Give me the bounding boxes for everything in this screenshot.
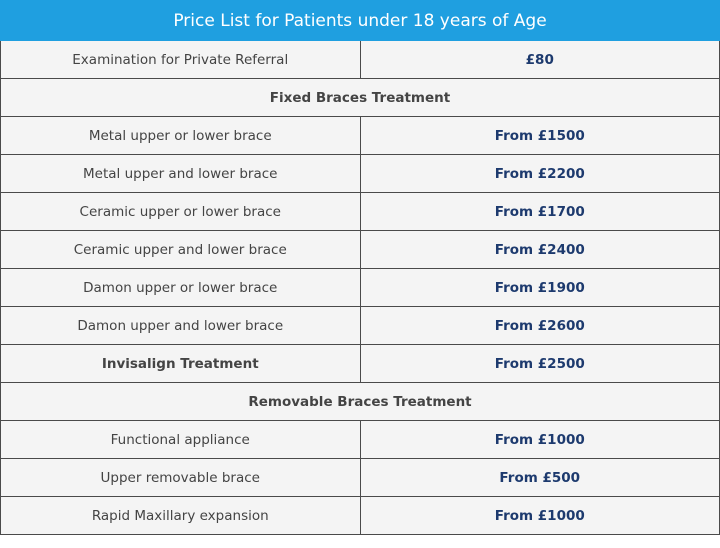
item-price: From £2400 — [359, 230, 720, 269]
table-row: Rapid Maxillary expansion From £1000 — [0, 496, 720, 535]
section-row: Fixed Braces Treatment — [0, 78, 720, 117]
table-title: Price List for Patients under 18 years o… — [0, 0, 720, 41]
item-price: From £1000 — [359, 420, 720, 459]
item-label: Rapid Maxillary expansion — [0, 496, 361, 535]
item-label: Functional appliance — [0, 420, 361, 459]
item-label: Metal upper and lower brace — [0, 154, 361, 193]
item-label: Examination for Private Referral — [0, 40, 361, 79]
item-label: Metal upper or lower brace — [0, 116, 361, 155]
table-row: Upper removable brace From £500 — [0, 458, 720, 497]
header-row: Price List for Patients under 18 years o… — [0, 0, 720, 41]
section-row: Removable Braces Treatment — [0, 382, 720, 421]
item-price: From £1900 — [359, 268, 720, 307]
item-label: Ceramic upper and lower brace — [0, 230, 361, 269]
table-row: Invisalign Treatment From £2500 — [0, 344, 720, 383]
table-body: Examination for Private Referral £80 Fix… — [0, 40, 720, 535]
item-label: Upper removable brace — [0, 458, 361, 497]
section-heading: Removable Braces Treatment — [0, 382, 720, 421]
item-price: £80 — [359, 40, 720, 79]
table-row: Functional appliance From £1000 — [0, 420, 720, 459]
item-price: From £2200 — [359, 154, 720, 193]
table-row: Damon upper and lower brace From £2600 — [0, 306, 720, 345]
table-row: Metal upper and lower brace From £2200 — [0, 154, 720, 193]
item-label: Invisalign Treatment — [0, 344, 361, 383]
item-price: From £1500 — [359, 116, 720, 155]
table-row: Metal upper or lower brace From £1500 — [0, 116, 720, 155]
item-price: From £1700 — [359, 192, 720, 231]
item-price: From £2500 — [359, 344, 720, 383]
item-price: From £1000 — [359, 496, 720, 535]
item-price: From £500 — [359, 458, 720, 497]
section-heading: Fixed Braces Treatment — [0, 78, 720, 117]
price-list-table: Price List for Patients under 18 years o… — [0, 0, 720, 535]
item-label: Ceramic upper or lower brace — [0, 192, 361, 231]
item-label: Damon upper or lower brace — [0, 268, 361, 307]
table-row: Ceramic upper and lower brace From £2400 — [0, 230, 720, 269]
item-label: Damon upper and lower brace — [0, 306, 361, 345]
item-price: From £2600 — [359, 306, 720, 345]
table-row: Damon upper or lower brace From £1900 — [0, 268, 720, 307]
table-row: Examination for Private Referral £80 — [0, 40, 720, 79]
table-row: Ceramic upper or lower brace From £1700 — [0, 192, 720, 231]
